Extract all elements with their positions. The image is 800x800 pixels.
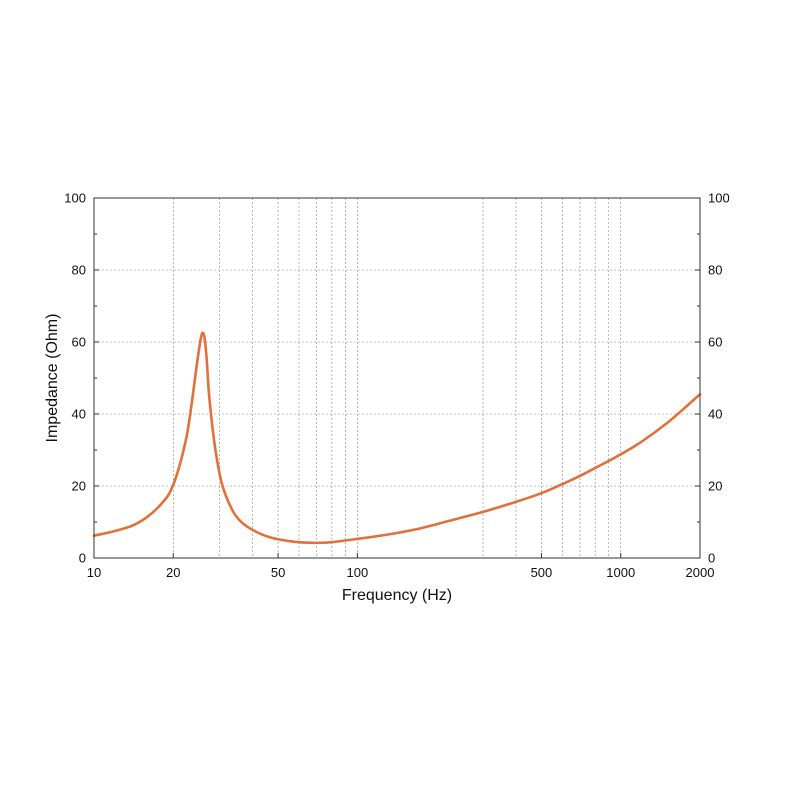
impedance-curve bbox=[92, 331, 702, 545]
x-tick-label: 500 bbox=[531, 565, 553, 580]
right-y-tick-label: 40 bbox=[708, 407, 722, 422]
tick-layer bbox=[93, 197, 701, 559]
x-tick-label: 2000 bbox=[686, 565, 715, 580]
y-tick-label: 40 bbox=[72, 407, 86, 422]
x-tick-label: 10 bbox=[87, 565, 101, 580]
right-y-tick-label: 20 bbox=[708, 479, 722, 494]
x-axis-title: Frequency (Hz) bbox=[342, 587, 452, 604]
x-tick-label: 50 bbox=[271, 565, 285, 580]
y-tick-label: 0 bbox=[79, 551, 86, 566]
plot-frame bbox=[93, 197, 701, 559]
y-tick-label: 60 bbox=[72, 335, 86, 350]
x-tick-label: 100 bbox=[347, 565, 369, 580]
x-tick-label: 1000 bbox=[606, 565, 635, 580]
y-tick-label: 20 bbox=[72, 479, 86, 494]
y-tick-label: 100 bbox=[64, 191, 86, 206]
right-y-tick-label: 100 bbox=[708, 191, 730, 206]
series-layer bbox=[92, 331, 702, 545]
right-y-tick-label: 60 bbox=[708, 335, 722, 350]
right-y-tick-label: 0 bbox=[708, 551, 715, 566]
right-y-tick-label: 80 bbox=[708, 263, 722, 278]
tick-label-layer: 0 0 20 20 40 40 60 60 80 80 100 100 10 20 50 100 500 1000… bbox=[64, 191, 729, 581]
x-tick-label: 20 bbox=[166, 565, 180, 580]
grid-layer bbox=[94, 198, 700, 558]
y-tick-label: 80 bbox=[72, 263, 86, 278]
y-axis-title: Impedance (Ohm) bbox=[44, 314, 61, 443]
